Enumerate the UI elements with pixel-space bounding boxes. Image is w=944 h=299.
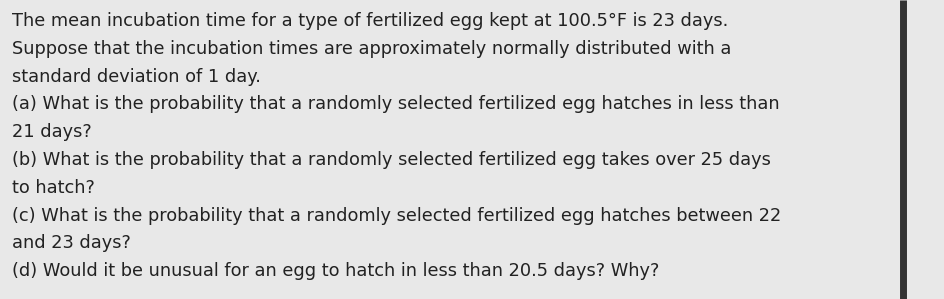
Text: (a) What is the probability that a randomly selected fertilized egg hatches in l: (a) What is the probability that a rando… bbox=[12, 95, 780, 113]
Text: and 23 days?: and 23 days? bbox=[12, 234, 131, 252]
Text: The mean incubation time for a type of fertilized egg kept at 100.5°F is 23 days: The mean incubation time for a type of f… bbox=[12, 12, 729, 30]
Text: standard deviation of 1 day.: standard deviation of 1 day. bbox=[12, 68, 261, 86]
Text: (c) What is the probability that a randomly selected fertilized egg hatches betw: (c) What is the probability that a rando… bbox=[12, 207, 782, 225]
Text: to hatch?: to hatch? bbox=[12, 179, 95, 197]
Text: Suppose that the incubation times are approximately normally distributed with a: Suppose that the incubation times are ap… bbox=[12, 40, 732, 58]
Text: 21 days?: 21 days? bbox=[12, 123, 92, 141]
Text: (d) Would it be unusual for an egg to hatch in less than 20.5 days? Why?: (d) Would it be unusual for an egg to ha… bbox=[12, 262, 660, 280]
Text: (b) What is the probability that a randomly selected fertilized egg takes over 2: (b) What is the probability that a rando… bbox=[12, 151, 771, 169]
